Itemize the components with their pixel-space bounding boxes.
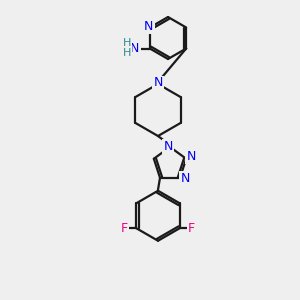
Text: N: N xyxy=(144,20,154,33)
Text: F: F xyxy=(121,222,128,235)
Text: H: H xyxy=(123,38,131,49)
Text: N: N xyxy=(153,76,163,89)
Text: N: N xyxy=(163,140,173,152)
Text: N: N xyxy=(130,42,140,55)
Text: N: N xyxy=(180,172,190,185)
Text: F: F xyxy=(188,222,195,235)
Text: H: H xyxy=(123,49,131,58)
Text: N: N xyxy=(187,150,196,163)
